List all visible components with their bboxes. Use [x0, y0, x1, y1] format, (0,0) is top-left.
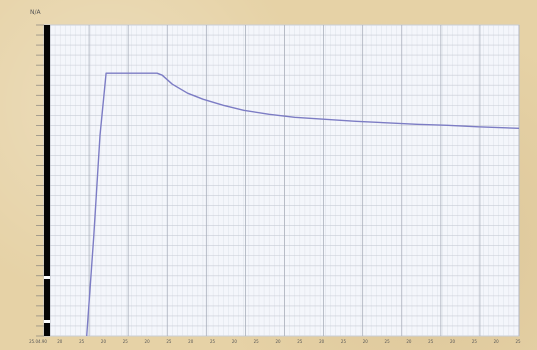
x-tick-label: 25 — [472, 339, 478, 344]
x-tick-label: 25 — [166, 339, 172, 344]
x-tick-label: 20 — [57, 339, 63, 344]
x-tick-label: 25 — [385, 339, 391, 344]
grid — [49, 24, 520, 337]
axis-marker-upper — [44, 276, 50, 279]
x-tick-label: 20 — [188, 339, 194, 344]
x-tick-label: 20 — [319, 339, 325, 344]
x-tick-label: 20 — [101, 339, 107, 344]
y-unit-label: N/A — [30, 9, 42, 16]
x-tick-label: 20 — [450, 339, 456, 344]
x-tick-label: 25 — [254, 339, 260, 344]
x-tick-label: 20 — [275, 339, 281, 344]
x-tick-label: 25 — [428, 339, 434, 344]
y-axis-ticks — [36, 24, 44, 337]
axis-marker-lower — [44, 320, 50, 323]
series-line — [86, 72, 520, 337]
x-tick-label: 25 — [123, 339, 129, 344]
x-tick-label: 20 — [232, 339, 238, 344]
x-tick-label: 20 — [145, 339, 151, 344]
x-tick-label: 20 — [494, 339, 500, 344]
x-tick-label: 25 — [210, 339, 216, 344]
x-tick-label: 25 — [341, 339, 347, 344]
x-tick-label: 20 — [363, 339, 369, 344]
x-tick-label: 25.04.90 — [29, 339, 47, 344]
x-axis-ticks: 25.04.90 20 25 20 25 20 25 20 25 20 25 20 25 20 25 20 25… — [29, 339, 521, 344]
x-tick-label: 25 — [297, 339, 303, 344]
x-tick-label: 25 — [79, 339, 85, 344]
plot-area — [43, 24, 520, 337]
series-layer — [86, 72, 520, 337]
x-tick-label: 20 — [406, 339, 412, 344]
x-tick-label: 25 — [515, 339, 521, 344]
y-axis-bar — [44, 25, 50, 336]
